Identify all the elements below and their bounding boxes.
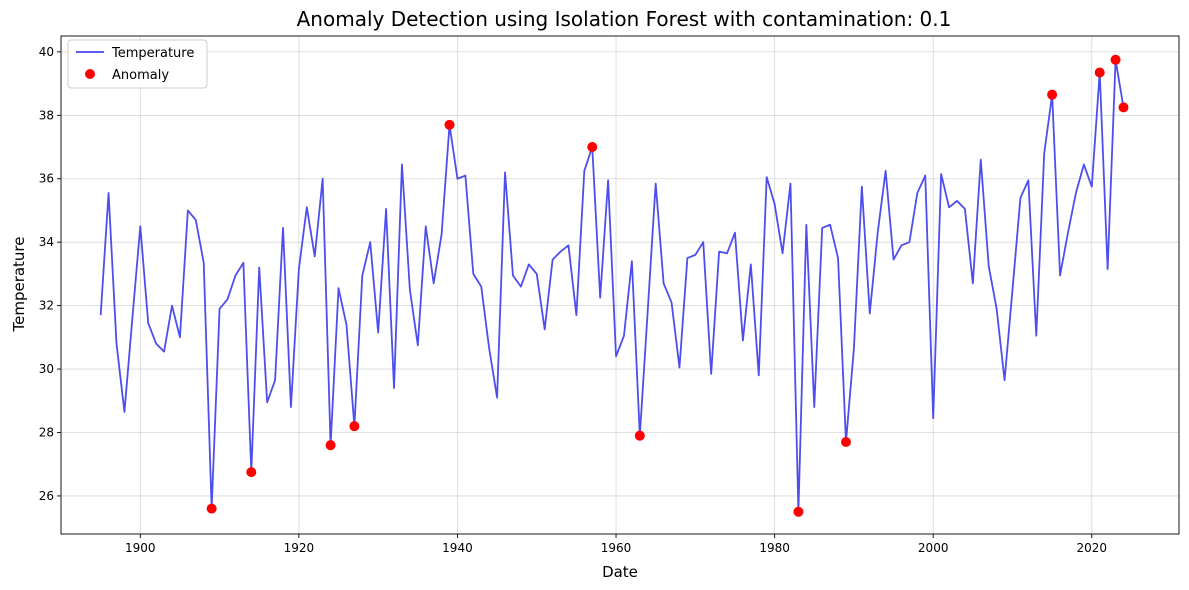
temperature-line-layer	[99, 58, 1125, 513]
plot-frame	[60, 35, 1180, 535]
chart-title: Anomaly Detection using Isolation Forest…	[297, 7, 952, 31]
anomaly-point	[840, 437, 851, 448]
anomaly-point	[349, 421, 360, 432]
anomaly-point	[325, 440, 336, 451]
anomaly-point	[246, 467, 257, 478]
anomaly-point	[206, 503, 217, 514]
x-tick-label: 1940	[442, 541, 473, 555]
anomaly-point	[1110, 54, 1121, 65]
anomaly-point	[1047, 89, 1058, 100]
y-tick-label: 28	[39, 425, 54, 439]
legend-label-anomaly: Anomaly	[112, 68, 169, 83]
grid-lines	[61, 36, 1179, 534]
legend: Temperature Anomaly	[67, 39, 208, 89]
x-tick-label: 2000	[918, 541, 949, 555]
x-tick-label: 1980	[759, 541, 790, 555]
y-tick-label: 30	[39, 362, 54, 376]
anomaly-point	[793, 506, 804, 517]
x-axis-title: Date	[602, 563, 638, 581]
temperature-line	[99, 58, 1125, 513]
y-axis-title: Temperature	[10, 236, 28, 332]
y-tick-label: 26	[39, 489, 54, 503]
anomaly-point	[634, 430, 645, 441]
x-tick-label: 1920	[284, 541, 315, 555]
legend-label-temperature: Temperature	[111, 46, 194, 61]
legend-marker-swatch	[85, 69, 95, 79]
y-tick-label: 34	[39, 235, 54, 249]
anomaly-point	[1094, 67, 1105, 78]
axis-ticks: 1900 1920 1940 1960 1980 2000 2020 26 28 30 32 34 36…	[39, 45, 1107, 555]
y-tick-label: 38	[39, 108, 54, 122]
x-tick-label: 1900	[125, 541, 156, 555]
x-tick-label: 1960	[601, 541, 632, 555]
x-tick-label: 2020	[1077, 541, 1108, 555]
y-tick-label: 40	[39, 45, 54, 59]
anomaly-point	[444, 119, 455, 130]
anomaly-points-layer	[206, 54, 1129, 517]
anomaly-point	[587, 142, 598, 153]
y-tick-label: 32	[39, 299, 54, 313]
anomaly-point	[1118, 102, 1129, 113]
y-tick-label: 36	[39, 172, 54, 186]
